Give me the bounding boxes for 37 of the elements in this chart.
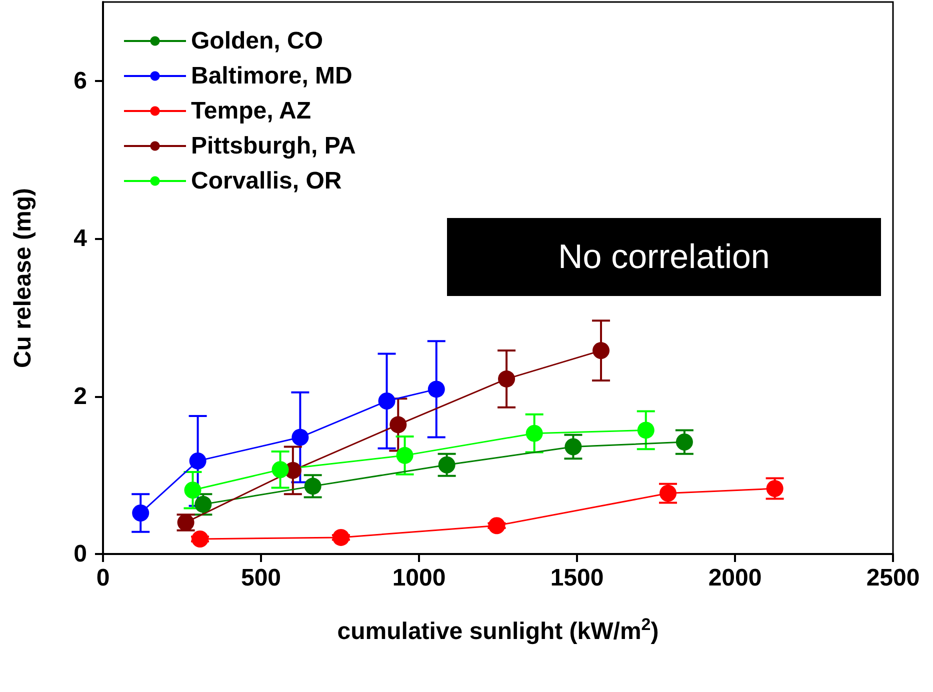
- legend-label: Tempe, AZ: [191, 98, 312, 124]
- x-tick-label: 0: [96, 564, 110, 592]
- point: [390, 416, 407, 434]
- point: [592, 342, 610, 360]
- point: [378, 392, 396, 410]
- point: [637, 422, 654, 439]
- point: [272, 461, 289, 478]
- y-axis-title: Cu release (mg): [10, 188, 36, 368]
- legend-label: Baltimore, MD: [191, 62, 352, 90]
- point: [332, 528, 350, 546]
- x-tick-label: 1500: [550, 564, 604, 592]
- point: [526, 424, 543, 442]
- point: [488, 517, 506, 534]
- point: [192, 530, 209, 548]
- x-tick-label: 2000: [708, 564, 762, 592]
- y-tick-label: 6: [74, 67, 87, 94]
- point: [438, 456, 456, 474]
- legend-label: Pittsburgh, PA: [191, 132, 356, 160]
- y-tick-label: 2: [74, 382, 87, 410]
- point: [184, 482, 202, 499]
- point: [498, 370, 516, 388]
- point: [304, 478, 322, 495]
- legend-label: Golden, CO: [191, 28, 323, 54]
- text-box: No correlation: [447, 218, 881, 296]
- x-tick-label: 2500: [866, 564, 920, 592]
- point: [676, 434, 693, 451]
- y-tick-label: 0: [74, 540, 87, 568]
- x-tick-label: 500: [240, 564, 282, 592]
- point: [132, 504, 150, 522]
- point: [292, 428, 309, 446]
- point: [564, 438, 582, 456]
- point: [396, 446, 414, 464]
- x-tick-label: 1000: [392, 564, 446, 592]
- point: [189, 452, 206, 470]
- point: [428, 380, 445, 398]
- legend-label: Corvallis, OR: [191, 168, 342, 194]
- y-tick-label: 4: [74, 225, 88, 252]
